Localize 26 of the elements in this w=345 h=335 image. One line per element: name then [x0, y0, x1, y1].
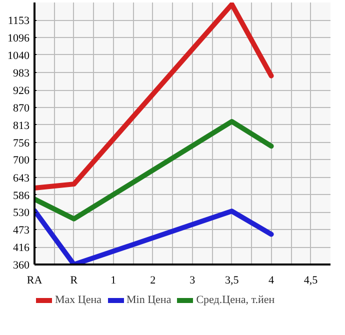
x-tick-label: 3: [190, 274, 196, 286]
legend-label: Сред.Цена, т.йен: [196, 294, 275, 306]
y-tick-label: 586: [13, 190, 30, 202]
y-tick-label: 1096: [8, 32, 30, 45]
x-tick-label: 1: [110, 274, 116, 286]
x-tick-label: 2: [150, 274, 156, 286]
y-tick-label: 1153: [8, 15, 30, 28]
y-tick-label: 530: [13, 207, 30, 220]
x-tick-label: 4,5: [304, 274, 318, 286]
y-tick-label: 416: [13, 242, 30, 254]
legend-label: Min Цена: [126, 294, 172, 306]
y-tick-label: 643: [13, 172, 30, 184]
y-tick-label: 813: [13, 120, 30, 132]
legend-label: Max Цена: [55, 294, 102, 306]
y-tick-label: 983: [13, 67, 30, 80]
y-tick-label: 1040: [8, 50, 30, 62]
y-tick-label: 926: [13, 85, 30, 98]
x-tick-label: 4: [268, 274, 275, 286]
y-tick-label: 360: [13, 260, 30, 272]
x-tick-label: 3,5: [224, 274, 240, 286]
y-tick-label: 870: [13, 102, 30, 114]
y-tick-label: 700: [13, 154, 30, 167]
y-tick-label: 473: [13, 224, 30, 237]
x-tick-label: RA: [26, 274, 42, 286]
x-tick-label: R: [70, 274, 78, 286]
y-tick-label: 756: [13, 137, 30, 150]
